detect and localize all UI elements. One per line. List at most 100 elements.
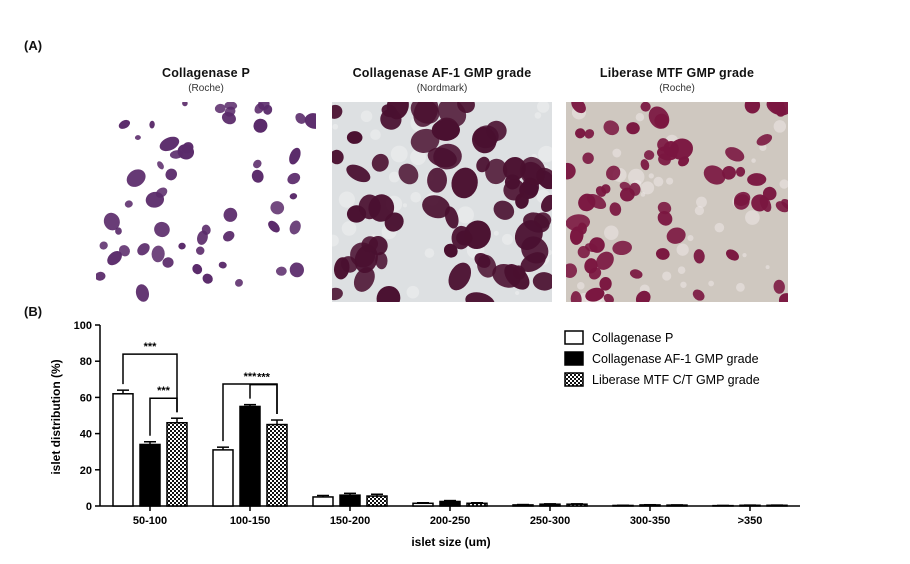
islet-blob [375, 251, 388, 270]
bar [466, 502, 488, 507]
islet-blob [451, 225, 471, 250]
islet-photo-collagenase-af1 [332, 102, 552, 302]
islet-blob [253, 159, 262, 169]
islet-blob [332, 149, 344, 165]
islet-blob [304, 113, 316, 129]
islet-blob [588, 267, 602, 280]
bar [312, 496, 334, 507]
debris-speck [604, 225, 619, 240]
islet-blob [275, 266, 287, 276]
islet-blob [595, 186, 607, 197]
islet-blob [145, 191, 165, 208]
debris-speck [341, 221, 357, 236]
debris-speck [612, 148, 622, 158]
islet-blob [693, 249, 705, 264]
islet-blob [629, 269, 643, 279]
islet-blob [778, 293, 788, 302]
islet-blob [733, 194, 750, 210]
islet-blob [332, 287, 343, 301]
islet-blob [669, 138, 694, 160]
islet-blob [463, 220, 491, 250]
islet-blob [655, 248, 670, 260]
islet-blob [124, 200, 133, 208]
islet-blob [340, 256, 358, 273]
islet-blob [722, 166, 736, 180]
islet-photo-collagenase-p [96, 102, 316, 302]
islet-blob [657, 210, 673, 226]
islet-blob [599, 276, 612, 291]
islet-blob [218, 261, 227, 269]
islet-blob [235, 278, 243, 287]
islet-blob [443, 243, 458, 258]
islet-blob [151, 245, 165, 263]
debris-speck [406, 285, 420, 299]
islet-blob [332, 104, 343, 119]
islet-blob [603, 120, 620, 136]
debris-speck [390, 145, 408, 163]
islet-blob [196, 246, 205, 255]
debris-speck [332, 234, 339, 247]
islet-blob [119, 245, 130, 257]
islet-blob [575, 128, 586, 139]
islet-blob [775, 104, 787, 117]
photo-3-source: (Roche) [659, 83, 695, 94]
islet-blob [451, 167, 478, 199]
islet-blob [427, 147, 457, 168]
islet-blob [503, 179, 526, 201]
bar [412, 502, 434, 507]
bar [439, 500, 461, 507]
significance-label: *** [157, 385, 171, 397]
debris-speck [402, 203, 408, 208]
islet-blob [380, 108, 402, 130]
islet-blob [413, 102, 439, 127]
photo-3-title: Liberase MTF GMP grade [599, 66, 755, 80]
islet-blob [586, 193, 607, 210]
islet-blob [422, 195, 451, 219]
x-tick-label: 150-200 [330, 515, 370, 527]
islet-blob [137, 243, 150, 256]
islet-blob [287, 172, 301, 185]
debris-speck [680, 281, 687, 288]
islet-blob [178, 242, 186, 250]
islet-blob [596, 251, 614, 270]
islet-blob [514, 220, 543, 250]
significance-label: *** [244, 371, 258, 383]
debris-speck [694, 205, 705, 216]
islet-blob [762, 186, 777, 201]
islet-blob [692, 289, 705, 301]
bar [239, 405, 261, 507]
debris-speck [714, 222, 725, 233]
islet-blob [570, 291, 582, 302]
islet-blob [270, 201, 285, 215]
significance-bracket [149, 397, 178, 436]
islet-blob [626, 122, 640, 135]
debris-speck [493, 230, 499, 236]
debris-speck [360, 110, 373, 123]
photo-2-title: Collagenase AF-1 GMP grade [352, 66, 532, 80]
islet-blob [346, 131, 363, 144]
debris-speck [537, 102, 550, 113]
islet-blob [134, 135, 141, 140]
islet-blob [162, 257, 174, 268]
bar [266, 423, 288, 507]
bar [166, 421, 188, 507]
x-tick-label: 100-150 [230, 515, 270, 527]
islet-blob [472, 126, 497, 154]
islet-blob [376, 285, 401, 302]
islet-blob [103, 212, 120, 231]
photo-2-source: (Nordmark) [416, 83, 468, 94]
islet-blob [589, 237, 605, 253]
debris-speck [457, 206, 475, 224]
islet-blob [658, 153, 671, 166]
islet-blob [224, 106, 236, 117]
islet-blob [756, 134, 773, 146]
significance-bracket [249, 383, 278, 415]
debris-speck [676, 243, 689, 256]
islet-blob [157, 161, 164, 170]
islet-blob [201, 224, 211, 235]
islet-blob [182, 102, 188, 107]
islet-blob [289, 262, 304, 278]
islet-blob [643, 150, 655, 160]
y-tick-label: 60 [80, 392, 92, 404]
islet-blob [96, 271, 106, 281]
